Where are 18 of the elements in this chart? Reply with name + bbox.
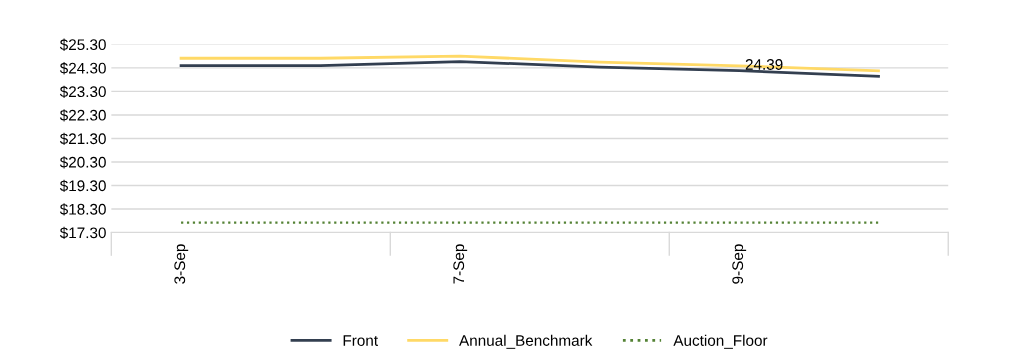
y-tick-label: $24.30 bbox=[59, 62, 106, 75]
y-tick-label: $23.30 bbox=[59, 85, 106, 99]
y-tick-label: $22.30 bbox=[59, 109, 106, 122]
line-series bbox=[179, 60, 880, 78]
x-tick-label: 9-Sep bbox=[732, 244, 747, 284]
x-tick-label: 3-Sep bbox=[174, 244, 189, 284]
line-series bbox=[179, 54, 880, 73]
y-tick-label: $25.30 bbox=[59, 38, 106, 51]
legend-label: Auction_Floor bbox=[673, 334, 768, 349]
legend-label: Front bbox=[343, 335, 378, 346]
x-tick-label: 7-Sep bbox=[453, 244, 468, 284]
y-tick-label: $18.30 bbox=[59, 203, 106, 216]
y-tick-label: $19.30 bbox=[59, 179, 106, 193]
legend-label: Annual_Benchmark bbox=[459, 334, 593, 349]
data-label: 24.39 bbox=[745, 59, 783, 70]
y-tick-label: $17.30 bbox=[59, 226, 106, 240]
y-tick-label: $20.30 bbox=[59, 156, 106, 169]
y-tick-label: $21.30 bbox=[59, 132, 106, 146]
